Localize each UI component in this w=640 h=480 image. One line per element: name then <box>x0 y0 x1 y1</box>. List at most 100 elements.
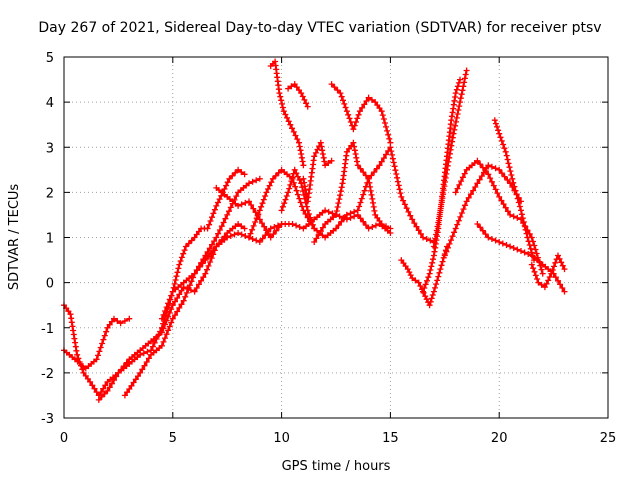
data-point <box>287 181 294 188</box>
data-point <box>347 210 354 217</box>
series-line <box>63 223 246 397</box>
data-point <box>160 338 167 345</box>
x-tick-label: 15 <box>382 431 399 446</box>
data-point <box>338 184 345 191</box>
data-point <box>372 222 379 229</box>
data-point <box>260 196 267 203</box>
data-point <box>224 179 231 186</box>
data-point <box>521 249 528 256</box>
data-point <box>165 327 172 334</box>
x-tick-label: 5 <box>169 431 177 446</box>
data-point <box>378 221 385 227</box>
data-point <box>256 175 263 182</box>
data-point <box>259 235 266 242</box>
data-point <box>502 148 509 155</box>
data-point <box>458 210 465 216</box>
data-point <box>267 234 274 241</box>
data-point <box>428 263 435 270</box>
data-point <box>485 234 492 241</box>
data-point <box>485 171 492 178</box>
data-point <box>168 319 175 326</box>
series-arc-22 <box>528 252 568 291</box>
data-point <box>185 240 192 247</box>
data-point <box>104 387 111 394</box>
data-point <box>322 207 329 214</box>
data-point <box>368 172 375 179</box>
data-point <box>279 203 286 210</box>
data-point <box>337 192 344 199</box>
data-point <box>231 231 238 238</box>
data-point <box>488 236 495 242</box>
data-point <box>368 96 375 103</box>
data-point <box>158 315 165 322</box>
y-tick-label: 5 <box>46 51 54 66</box>
data-point <box>367 187 374 194</box>
data-point <box>273 227 280 234</box>
data-point <box>195 281 202 288</box>
data-point <box>426 270 433 277</box>
data-point <box>213 234 220 241</box>
data-point <box>361 187 368 194</box>
data-point <box>452 225 459 232</box>
data-point <box>204 248 211 255</box>
data-point <box>360 191 367 198</box>
data-point <box>335 222 342 229</box>
data-point <box>434 277 441 284</box>
data-point <box>460 206 467 213</box>
data-point <box>272 172 279 179</box>
data-point <box>354 158 360 165</box>
data-point <box>267 225 274 232</box>
data-point <box>352 151 359 157</box>
data-point <box>479 164 486 171</box>
data-point <box>183 289 190 296</box>
data-point <box>534 276 541 282</box>
data-point <box>531 268 538 275</box>
data-point <box>311 153 318 160</box>
data-point <box>360 218 367 225</box>
data-point <box>205 262 212 269</box>
series-arc-11 <box>300 139 335 205</box>
data-point <box>455 107 462 113</box>
data-point <box>444 244 451 251</box>
data-point <box>67 311 74 318</box>
data-point <box>298 180 305 187</box>
data-point <box>388 148 395 155</box>
data-point <box>498 170 505 177</box>
data-point <box>504 156 511 163</box>
data-point <box>439 258 446 265</box>
data-point <box>519 215 526 222</box>
data-point <box>488 163 495 170</box>
data-point <box>354 115 361 122</box>
data-point <box>528 249 535 256</box>
data-point <box>117 320 124 327</box>
data-point <box>492 120 499 127</box>
data-point <box>130 379 137 386</box>
data-point <box>313 235 320 242</box>
data-point <box>123 359 130 366</box>
data-point <box>514 246 521 253</box>
data-point <box>530 265 537 272</box>
data-point <box>425 274 432 281</box>
data-series <box>61 58 568 403</box>
data-point <box>87 378 94 385</box>
data-point <box>338 218 345 225</box>
data-point <box>359 104 366 111</box>
data-point <box>73 347 80 354</box>
data-point <box>393 171 400 177</box>
data-point <box>200 256 207 263</box>
data-point <box>444 166 450 173</box>
data-point <box>168 306 175 313</box>
data-point <box>532 246 539 253</box>
data-point <box>371 207 378 214</box>
data-point <box>543 280 550 287</box>
data-point <box>312 149 319 156</box>
data-point <box>114 318 121 324</box>
series-arc-20 <box>474 221 568 295</box>
series-arc-13 <box>328 81 394 146</box>
data-point <box>397 190 404 197</box>
data-point <box>301 183 308 190</box>
data-point <box>456 103 463 110</box>
data-point <box>390 159 397 166</box>
data-point <box>215 199 221 206</box>
